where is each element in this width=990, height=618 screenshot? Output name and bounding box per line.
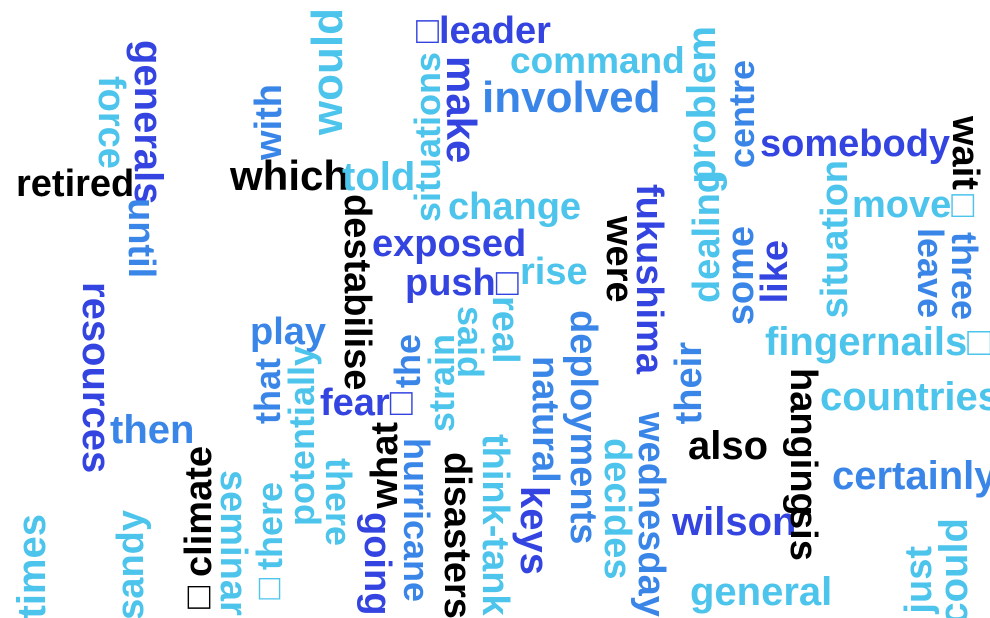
word-force: force: [90, 76, 132, 169]
word-sandy: sandy: [110, 510, 152, 618]
word-somebody: somebody: [760, 123, 951, 165]
word-change: change: [448, 186, 582, 228]
word-going: going: [356, 512, 398, 616]
word-told: told: [342, 155, 416, 199]
word-fingernails: fingernails□: [765, 320, 990, 364]
word-involved: involved: [482, 73, 661, 122]
word-disasters: disasters: [436, 452, 478, 618]
word-wilson: wilson: [672, 500, 797, 544]
word-retired: retired: [16, 163, 135, 205]
word-times: times: [10, 514, 54, 618]
word-there: there: [318, 458, 359, 547]
word-situation: situation: [814, 160, 856, 319]
word-until: until: [120, 198, 162, 279]
word-their: their: [668, 342, 710, 425]
word-rise: rise: [520, 251, 588, 293]
word-decides: decides: [596, 438, 638, 580]
word-real: real: [484, 296, 526, 364]
word-wednesday: wednesday: [630, 412, 672, 617]
word-would: would: [303, 8, 352, 136]
word-deployments: deployments: [562, 310, 604, 545]
word-destabilise: destabilise: [336, 194, 378, 391]
word-hanging: hanging: [782, 368, 824, 516]
word-fukushima: fukushima: [628, 184, 670, 375]
word-seminar: seminar: [212, 470, 254, 616]
word-three: three: [944, 232, 985, 321]
word-think-tank: think-tank: [474, 434, 516, 616]
word-were: were: [598, 216, 640, 303]
word-also: also: [688, 424, 769, 468]
word-with: with: [248, 84, 290, 160]
word-that: that: [247, 358, 288, 424]
word-fear: fear□: [320, 382, 413, 424]
word-like: like: [754, 240, 796, 304]
word-problem: problem: [680, 26, 724, 184]
word-natural: natural: [524, 356, 566, 483]
word-generals: generals: [126, 40, 170, 205]
word-certainly: certainly: [832, 454, 990, 498]
word-play: play: [250, 311, 327, 353]
word-exposed: exposed: [372, 223, 527, 265]
word-could: could: [932, 518, 976, 618]
word-keys: keys: [512, 486, 556, 575]
word-wait: wait: [944, 116, 986, 190]
word-which: which: [230, 152, 350, 199]
word-said: said: [450, 306, 491, 379]
word-sis: sis: [782, 508, 824, 561]
word-make: make: [438, 56, 485, 164]
word-move: move□: [852, 184, 975, 226]
word-leader: □leader: [416, 10, 551, 52]
word-centre: centre: [721, 60, 762, 169]
word-countries: countries: [820, 375, 990, 419]
word-command: command: [510, 40, 685, 81]
word-push: push□: [405, 262, 519, 304]
word-leave: leave: [910, 228, 951, 319]
word-general: general: [690, 570, 833, 614]
word-resources: resources: [74, 282, 118, 474]
word-then: then: [110, 408, 195, 452]
word-hurricane: hurricane: [396, 438, 437, 603]
word-there-box: □there: [249, 482, 290, 612]
